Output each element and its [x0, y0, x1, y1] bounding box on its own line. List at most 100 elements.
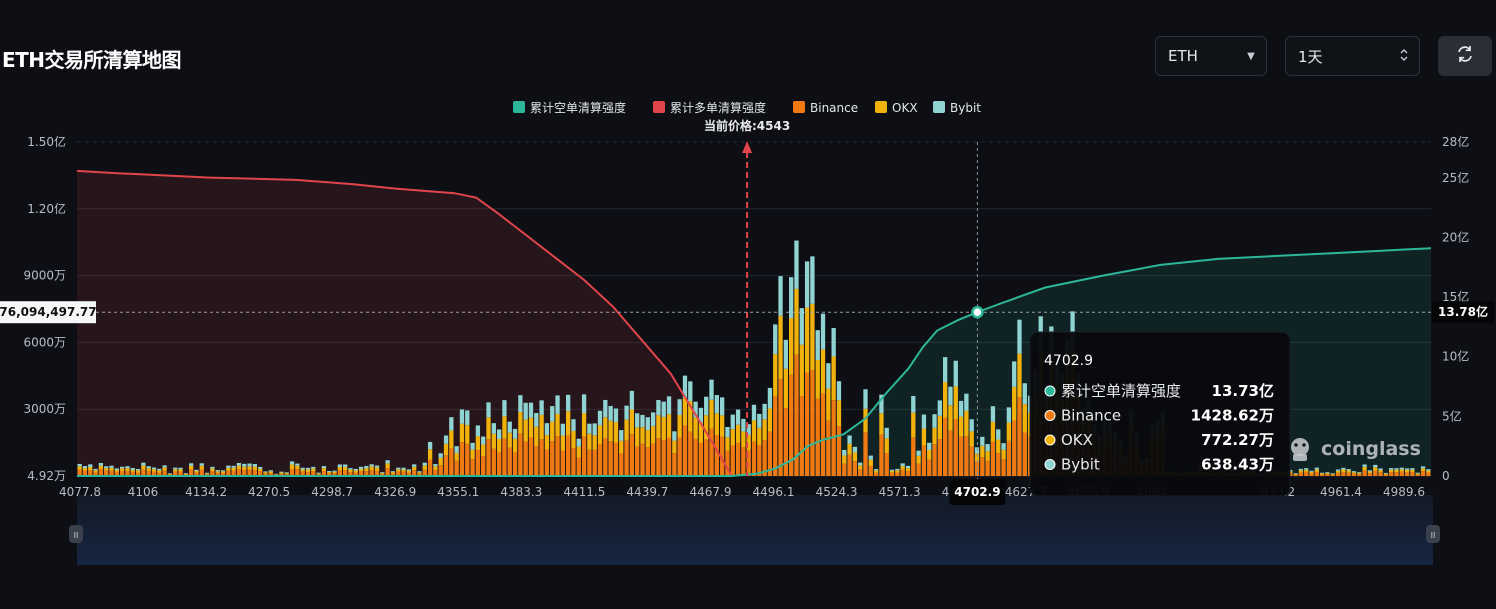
bar-binance — [815, 398, 820, 476]
bar-okx — [985, 451, 990, 461]
legend-swatch — [875, 101, 887, 113]
bar-bybit — [1357, 472, 1362, 474]
bar-okx — [889, 470, 895, 473]
x-tick-label: 4439.7 — [626, 485, 668, 499]
bar-okx — [682, 398, 688, 426]
tooltip-row-label: Bybit — [1061, 456, 1100, 474]
zoom-slider-track[interactable] — [77, 495, 1433, 565]
bar-okx — [804, 307, 810, 373]
bar-okx — [560, 435, 566, 451]
bar-bybit — [119, 466, 125, 469]
bar-okx — [884, 438, 889, 453]
bar-okx — [1341, 469, 1346, 473]
bar-bybit — [199, 463, 204, 466]
refresh-button[interactable] — [1438, 36, 1492, 76]
bar-okx — [268, 471, 273, 474]
bar-binance — [735, 442, 741, 476]
bar-okx — [1001, 449, 1006, 460]
bar-okx — [693, 417, 698, 439]
bar-binance — [1309, 473, 1314, 476]
bar-okx — [677, 415, 682, 438]
bar-okx — [1404, 469, 1410, 473]
bar-bybit — [284, 472, 289, 474]
bar-binance — [762, 440, 767, 476]
bar-bybit — [804, 261, 810, 308]
y-right-tick-label: 5亿 — [1442, 408, 1462, 423]
bar-bybit — [719, 397, 725, 416]
bar-okx — [417, 472, 422, 474]
bar-binance — [704, 439, 709, 476]
bar-okx — [757, 427, 762, 445]
bar-bybit — [396, 467, 401, 470]
bar-bybit — [109, 465, 114, 468]
bar-okx — [1335, 470, 1341, 473]
bar-okx — [714, 413, 719, 435]
legend[interactable]: 累计空单清算强度 累计多单清算强度 Binance OKX Bybit — [513, 100, 981, 115]
bar-binance — [1017, 397, 1022, 476]
symbol-select[interactable]: ETH ▼ — [1155, 36, 1267, 76]
bar-binance — [1362, 470, 1367, 476]
bar-bybit — [380, 472, 385, 474]
bar-binance — [964, 436, 969, 476]
tooltip-dot — [1044, 410, 1056, 421]
bar-bybit — [364, 465, 369, 469]
bar-bybit — [1399, 467, 1404, 470]
bar-binance — [390, 473, 396, 476]
bar-okx — [826, 388, 831, 421]
bar-bybit — [831, 328, 836, 357]
bar-binance — [1341, 472, 1346, 476]
bar-okx — [1309, 471, 1314, 474]
bar-bybit — [465, 410, 470, 426]
zoom-handle-right[interactable]: II — [1426, 525, 1440, 543]
bar-okx — [842, 455, 847, 464]
bar-okx — [406, 470, 412, 473]
bar-okx — [1346, 470, 1351, 473]
bar-okx — [730, 429, 735, 446]
bar-bybit — [1383, 472, 1389, 474]
bar-bybit — [507, 421, 512, 433]
bar-bybit — [295, 463, 300, 466]
bar-bybit — [242, 463, 247, 467]
bar-binance — [1319, 474, 1325, 476]
y-right-tick-label: 25亿 — [1442, 170, 1469, 185]
bar-binance — [1394, 472, 1399, 476]
bar-bybit — [1351, 471, 1357, 473]
bar-binance — [942, 417, 948, 476]
bar-okx — [863, 408, 868, 433]
bar-binance — [295, 469, 300, 476]
crosshair-x-value: 4702.9 — [954, 485, 1000, 499]
bar-bybit — [157, 468, 162, 471]
bar-binance — [804, 372, 810, 476]
bar-okx — [799, 344, 804, 397]
bar-bybit — [666, 396, 672, 415]
bar-okx — [534, 426, 539, 447]
bar-okx — [581, 413, 587, 437]
bar-binance — [258, 471, 263, 476]
bar-bybit — [348, 468, 353, 470]
bar-okx — [162, 467, 167, 471]
up-down-icon — [1389, 48, 1419, 65]
bar-okx — [88, 467, 93, 471]
bar-bybit — [523, 402, 528, 420]
bar-okx — [321, 468, 327, 472]
bar-binance — [858, 469, 863, 476]
bar-okx — [305, 469, 311, 473]
bar-binance — [751, 441, 757, 476]
period-select[interactable]: 1天 — [1285, 36, 1420, 76]
bar-okx — [847, 443, 852, 455]
bar-binance — [454, 460, 459, 476]
zoom-handle-left[interactable]: II — [69, 525, 83, 543]
bar-binance — [656, 438, 661, 476]
bar-okx — [836, 400, 842, 427]
bar-binance — [412, 470, 417, 476]
bar-okx — [204, 473, 210, 475]
bar-okx — [348, 469, 353, 472]
bar-okx — [199, 465, 204, 470]
bar-okx — [1304, 469, 1309, 472]
bar-binance — [263, 473, 268, 476]
bar-okx — [942, 382, 948, 418]
bar-bybit — [1335, 469, 1341, 471]
bar-binance — [210, 471, 215, 476]
bar-okx — [996, 439, 1001, 453]
